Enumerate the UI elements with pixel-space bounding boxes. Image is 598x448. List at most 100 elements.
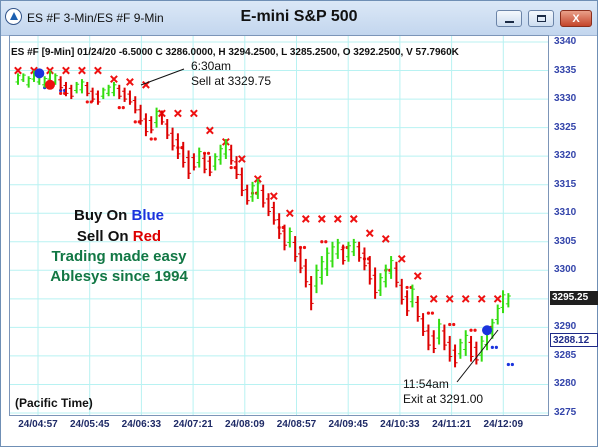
price-bar <box>463 330 469 356</box>
grid-layer <box>10 36 548 415</box>
price-bar <box>468 335 474 362</box>
price-bar <box>372 267 378 299</box>
price-bar <box>26 76 32 88</box>
minimize-button[interactable] <box>496 10 522 27</box>
price-bar <box>250 181 256 202</box>
price-bar <box>441 324 447 351</box>
price-bar <box>68 84 74 100</box>
price-bar <box>340 244 346 265</box>
price-bar <box>170 127 176 151</box>
price-bar <box>154 107 160 128</box>
price-bar <box>329 241 335 268</box>
sell-signal-marker <box>62 66 70 75</box>
time-tick-label: 24/12:09 <box>483 419 524 430</box>
price-bar <box>127 90 133 105</box>
sell-signal-marker <box>126 78 134 86</box>
promo-buy-line: Buy On Blue <box>19 205 219 226</box>
exit-price-tag: 3288.12 <box>550 333 598 347</box>
price-bar <box>324 247 330 277</box>
sell-signal-marker <box>78 66 86 75</box>
price-bar <box>212 153 218 171</box>
marker-layer <box>34 68 493 336</box>
price-bar <box>287 227 293 248</box>
exit-annotation-arrow <box>456 329 499 383</box>
buy-entry-marker <box>34 68 45 79</box>
price-bar <box>377 273 383 296</box>
price-bar <box>180 141 186 168</box>
stop-dot <box>149 137 153 141</box>
time-tick-label: 24/09:45 <box>328 419 368 430</box>
price-bar <box>20 73 26 82</box>
price-bar <box>361 247 367 271</box>
close-button[interactable]: X <box>560 10 592 27</box>
stop-dot <box>405 285 409 290</box>
app-logo-icon[interactable] <box>5 8 22 25</box>
price-bar <box>479 335 485 362</box>
time-tick-label: 24/04:57 <box>18 419 58 430</box>
price-tick-label: 3315 <box>554 178 577 190</box>
sell-signal-marker <box>493 294 502 303</box>
price-bar <box>95 90 101 105</box>
maximize-icon <box>536 15 546 22</box>
buy-trail-dot <box>494 345 498 349</box>
sell-signal-marker <box>365 229 374 238</box>
time-tick-label: 24/07:21 <box>173 419 213 430</box>
price-bar <box>175 133 181 160</box>
price-bar <box>42 76 48 88</box>
buy-trail-dot <box>490 345 494 349</box>
sell-signal-marker <box>205 126 214 135</box>
stop-dot <box>324 240 328 244</box>
price-bar <box>260 184 266 208</box>
price-bar <box>228 144 234 165</box>
price-tick-label: 3280 <box>554 378 577 390</box>
maximize-button[interactable] <box>528 10 554 27</box>
stop-dot <box>229 165 233 170</box>
minimize-icon <box>504 20 514 23</box>
price-bar <box>106 84 112 97</box>
sell-annotation-arrow <box>140 68 185 86</box>
price-bar <box>244 184 250 205</box>
sell-signal-marker <box>397 254 406 263</box>
buy-trail-dot <box>510 362 514 367</box>
time-tick-label: 24/08:09 <box>225 419 265 430</box>
price-bar <box>500 290 506 314</box>
close-icon: X <box>572 12 580 25</box>
stop-dot <box>426 311 431 315</box>
price-bar <box>276 213 282 239</box>
sell-signal-marker <box>237 155 246 163</box>
stop-dot <box>206 151 211 155</box>
stop-dot <box>452 322 456 327</box>
buy-prefix: Buy On <box>73 207 132 224</box>
time-tick-label: 24/05:45 <box>69 419 110 430</box>
price-tick-label: 3320 <box>554 150 577 162</box>
ohlc-info-line: ES #F [9-Min] 01/24/20 -6.5000 C 3286.00… <box>11 47 459 58</box>
price-bar <box>308 276 314 311</box>
price-tick-label: 3310 <box>554 207 577 219</box>
time-tick-label: 24/08:57 <box>276 419 317 430</box>
price-bar <box>335 238 341 259</box>
price-bar <box>356 241 362 262</box>
sell-signal-marker <box>477 294 486 303</box>
sell-signal-marker <box>429 294 438 303</box>
last-price-tag: 3295.25 <box>550 291 598 305</box>
sell-entry-marker <box>44 79 55 90</box>
price-bar <box>351 238 357 257</box>
price-bar <box>495 304 501 325</box>
price-bar <box>292 236 298 262</box>
sell-signal-marker <box>381 235 390 243</box>
stop-dot <box>430 311 435 315</box>
price-bar <box>100 87 106 100</box>
price-bar <box>415 295 421 322</box>
price-bar <box>122 87 128 102</box>
price-tick-label: 3330 <box>554 93 577 105</box>
price-bar <box>79 79 85 94</box>
price-bar <box>196 147 202 168</box>
sell-signal-marker <box>301 215 310 223</box>
title-bar[interactable]: ES #F 3-Min/ES #F 9-Min E-mini S&P 500 X <box>1 1 597 36</box>
price-tick-label: 3340 <box>554 36 577 47</box>
sell-signal-marker <box>349 215 358 223</box>
price-bar <box>202 153 208 174</box>
price-bar <box>319 256 325 285</box>
price-bar <box>420 313 426 336</box>
